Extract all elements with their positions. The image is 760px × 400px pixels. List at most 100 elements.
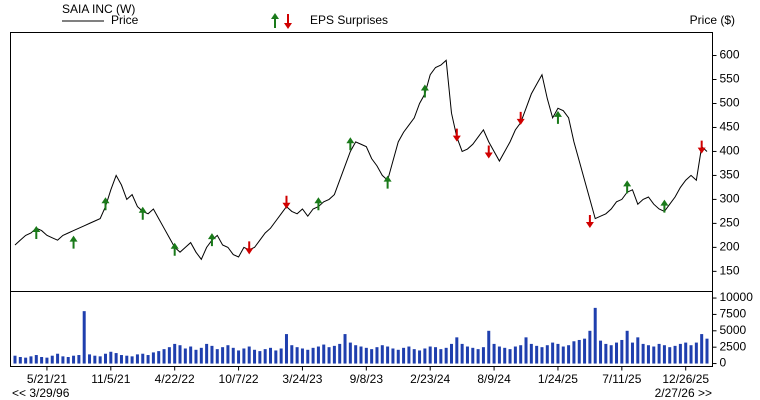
volume-bar	[609, 345, 613, 364]
x-tick-label: 11/5/21	[91, 372, 130, 386]
volume-bar	[662, 345, 666, 364]
volume-bar	[386, 346, 390, 364]
volume-bar	[61, 356, 65, 364]
eps-up-arrow	[420, 84, 429, 98]
volume-bar	[551, 342, 555, 364]
volume-bar	[471, 347, 475, 364]
volume-bar	[588, 330, 592, 364]
eps-up-arrow	[32, 225, 41, 239]
volume-bar	[247, 346, 251, 364]
eps-up-arrow	[138, 206, 147, 220]
eps-up-arrow	[69, 235, 78, 249]
volume-bar	[668, 347, 672, 364]
volume-bar	[88, 354, 92, 364]
y-tick-label: 400	[720, 144, 740, 158]
volume-bar	[657, 343, 661, 364]
volume-bar	[673, 345, 677, 364]
volume-bar	[354, 345, 358, 364]
y-tick-label: 200	[720, 240, 740, 254]
volume-bar	[423, 348, 427, 364]
volume-bar	[487, 330, 491, 364]
volume-bar	[343, 334, 347, 364]
volume-bar	[290, 345, 294, 364]
volume-bar	[338, 343, 342, 364]
volume-bar	[700, 334, 704, 364]
volume-bar	[146, 355, 150, 364]
volume-bar	[540, 347, 544, 364]
volume-bar	[119, 355, 123, 364]
volume-bar	[375, 347, 379, 364]
x-tick-label: 1/24/25	[538, 372, 578, 386]
volume-tick-label: 5000	[720, 323, 747, 337]
end-note: 2/27/26 >>	[655, 386, 712, 400]
volume-bar	[694, 342, 698, 364]
volume-bar	[242, 348, 246, 364]
volume-bar	[705, 338, 709, 364]
volume-bar	[455, 337, 459, 364]
volume-bar	[253, 349, 257, 364]
volume-bar	[364, 347, 368, 364]
volume-bar	[689, 345, 693, 364]
volume-bar	[396, 349, 400, 364]
volume-bar	[151, 352, 155, 364]
volume-bar	[327, 347, 331, 364]
volume-bar	[269, 347, 273, 364]
eps-down-arrow	[697, 140, 706, 154]
chart-title: SAIA INC (W)	[62, 2, 135, 16]
volume-bar	[577, 339, 581, 364]
volume-bar	[93, 355, 97, 364]
x-tick-label: 8/9/24	[477, 372, 511, 386]
volume-bar	[199, 347, 203, 364]
volume-bar	[29, 356, 33, 364]
volume-bar	[130, 356, 134, 364]
volume-bar	[157, 351, 161, 364]
price-line	[14, 59, 708, 261]
volume-bar	[263, 349, 267, 364]
volume-bar	[572, 341, 576, 364]
eps-up-arrow	[346, 137, 355, 151]
volume-bar	[125, 355, 129, 364]
volume-bar	[524, 337, 528, 364]
volume-tick-label: 0	[720, 356, 727, 370]
eps-legend-label: EPS Surprises	[310, 13, 388, 27]
eps-down-arrow	[282, 195, 291, 209]
y-tick-label: 500	[720, 96, 740, 110]
volume-bar	[18, 357, 22, 364]
volume-bar	[567, 345, 571, 364]
volume-bar	[66, 357, 70, 364]
volume-bar	[77, 355, 81, 364]
volume-bar	[306, 349, 310, 364]
volume-bar	[215, 349, 219, 364]
volume-bar	[50, 355, 54, 364]
volume-bar	[497, 346, 501, 364]
y-tick-label: 350	[720, 168, 740, 182]
volume-bar	[221, 347, 225, 364]
volume-bar	[561, 346, 565, 364]
volume-bar	[434, 347, 438, 364]
y-tick-label: 550	[720, 72, 740, 86]
volume-bar	[274, 350, 278, 364]
volume-bar	[529, 343, 533, 364]
volume-bar	[615, 342, 619, 364]
volume-bar	[535, 345, 539, 364]
eps-up-arrow	[660, 199, 669, 213]
volume-tick-label: 2500	[720, 339, 747, 353]
volume-bar	[40, 357, 44, 364]
start-note: << 3/29/96	[12, 386, 70, 400]
volume-bar	[545, 345, 549, 364]
volume-bar	[620, 339, 624, 364]
eps-down-arrow	[585, 214, 594, 228]
volume-bar	[412, 349, 416, 364]
volume-bar	[178, 345, 182, 364]
volume-bar	[173, 343, 177, 364]
volume-bar	[348, 342, 352, 364]
x-tick-label: 2/23/24	[410, 372, 450, 386]
volume-bar	[226, 345, 230, 364]
y-tick-label: 300	[720, 192, 740, 206]
volume-bar	[481, 347, 485, 364]
x-tick-label: 9/8/23	[350, 372, 384, 386]
volume-bar	[370, 349, 374, 364]
plot-frame	[10, 32, 713, 367]
